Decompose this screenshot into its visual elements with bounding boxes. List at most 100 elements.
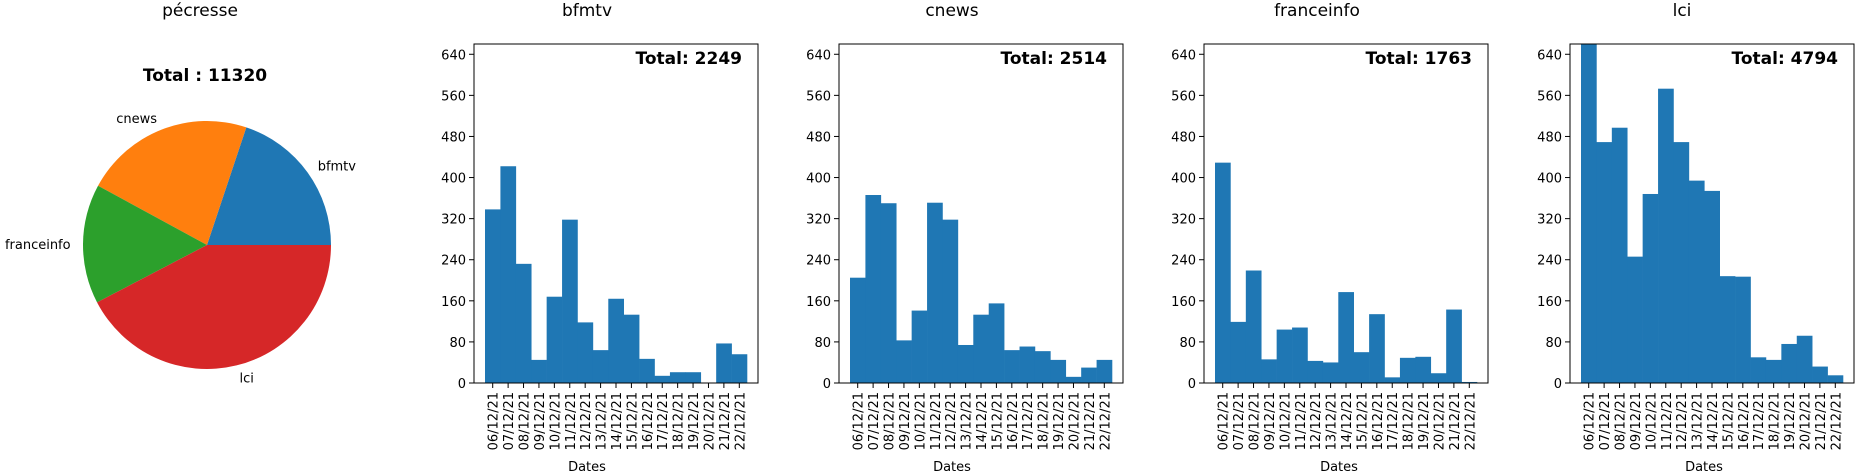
- bar: [1215, 162, 1231, 383]
- bar: [1019, 346, 1036, 383]
- x-tick-label: 07/12/21: [1232, 392, 1247, 450]
- bar: [1827, 375, 1844, 383]
- plot-area: 0 80 160 240 320 400 480 560 640 06/12/21 07/12/21…: [441, 43, 759, 450]
- bar: [577, 322, 594, 383]
- x-tick-label: 12/12/21: [944, 392, 959, 450]
- x-axis-label: Dates: [933, 460, 971, 474]
- bar: [654, 375, 671, 383]
- x-tick-label: 09/12/21: [1263, 392, 1278, 450]
- bar: [1292, 327, 1308, 383]
- bar-chart-lci: lci Total: 4794 Dates 0 80 160 240 320 400 480…: [1537, 1, 1855, 474]
- bar-chart-bfmtv: bfmtv Total: 2249 Dates 0 80 160 240 320 400 4…: [441, 1, 759, 474]
- bar: [1627, 256, 1643, 383]
- bar: [865, 195, 882, 383]
- bar: [1034, 351, 1051, 383]
- bar: [1050, 359, 1067, 383]
- y-tick-label: 560: [1537, 89, 1562, 104]
- bar: [973, 314, 989, 383]
- bar: [1461, 381, 1478, 383]
- x-tick-label: 20/12/21: [703, 392, 718, 450]
- x-tick-label: 13/12/21: [1325, 392, 1340, 450]
- x-tick-label: 14/12/21: [1340, 392, 1355, 450]
- x-tick-label: 14/12/21: [975, 392, 990, 450]
- x-tick-label: 15/12/21: [1721, 392, 1736, 450]
- x-tick-label: 19/12/21: [1052, 392, 1067, 450]
- x-tick-label: 06/12/21: [1583, 392, 1598, 450]
- pie-labels: bfmtv cnews franceinfo lci: [5, 112, 356, 386]
- x-tick-label: 12/12/21: [579, 392, 594, 450]
- x-tick-label: 19/12/21: [1417, 392, 1432, 450]
- x-tick-label: 16/12/21: [1737, 392, 1752, 450]
- x-tick-label: 21/12/21: [1448, 392, 1463, 450]
- pie-slice-label: cnews: [116, 112, 157, 127]
- y-tick-label: 240: [441, 254, 466, 269]
- y-tick-label: 240: [806, 254, 831, 269]
- bar-total-label: Total: 1763: [1366, 49, 1472, 69]
- bar: [1384, 377, 1401, 383]
- x-tick-label: 11/12/21: [929, 392, 944, 450]
- bar: [1430, 373, 1447, 383]
- pie-slices: [82, 120, 331, 369]
- bar-chart-title: franceinfo: [1274, 1, 1360, 21]
- bar: [988, 303, 1005, 383]
- y-tick-label: 240: [1171, 254, 1196, 269]
- x-tick-label: 17/12/21: [1386, 392, 1401, 450]
- y-tick-label: 640: [806, 48, 831, 63]
- bar: [942, 219, 959, 383]
- bar: [592, 350, 609, 383]
- bar: [1399, 357, 1416, 383]
- y-tick-label: 160: [441, 295, 466, 310]
- y-tick-label: 80: [1545, 336, 1562, 351]
- bar: [957, 344, 974, 383]
- bar: [1338, 292, 1354, 383]
- bar: [1781, 343, 1798, 383]
- y-tick-label: 160: [806, 295, 831, 310]
- y-tick-label: 640: [1171, 48, 1196, 63]
- x-tick-label: 15/12/21: [990, 392, 1005, 450]
- y-tick-label: 480: [1171, 131, 1196, 146]
- pie-slice: [82, 185, 207, 303]
- x-tick-label: 14/12/21: [1706, 392, 1721, 450]
- x-tick-label: 18/12/21: [672, 392, 687, 450]
- bar: [850, 277, 866, 383]
- pie-slice-label: lci: [240, 372, 254, 387]
- y-tick-label: 480: [806, 131, 831, 146]
- bar: [1369, 314, 1385, 383]
- bar: [1353, 352, 1370, 383]
- bar: [1750, 357, 1767, 383]
- bar: [1065, 376, 1082, 383]
- x-tick-label: 09/12/21: [533, 392, 548, 450]
- y-tick-label: 560: [806, 89, 831, 104]
- x-axis-label: Dates: [1320, 460, 1358, 474]
- pie-chart: pécresse Total : 11320 bfmtv cnews francei…: [5, 1, 356, 387]
- x-tick-label: 09/12/21: [1629, 392, 1644, 450]
- y-tick-label: 320: [1537, 213, 1562, 228]
- bar-chart-title: cnews: [925, 1, 978, 21]
- x-tick-label: 18/12/21: [1402, 392, 1417, 450]
- x-tick-label: 19/12/21: [687, 392, 702, 450]
- x-tick-label: 10/12/21: [913, 392, 928, 450]
- y-tick-label: 80: [814, 336, 831, 351]
- bar: [1688, 180, 1705, 383]
- x-tick-label: 11/12/21: [1660, 392, 1675, 450]
- y-tick-label: 160: [1171, 295, 1196, 310]
- y-tick-label: 320: [1171, 213, 1196, 228]
- y-tick-label: 320: [806, 213, 831, 228]
- bar: [1446, 309, 1462, 383]
- y-tick-label: 80: [1179, 336, 1196, 351]
- bar: [639, 358, 655, 383]
- y-tick-label: 320: [441, 213, 466, 228]
- bar: [623, 314, 640, 383]
- x-tick-label: 11/12/21: [564, 392, 579, 450]
- x-tick-label: 13/12/21: [595, 392, 610, 450]
- x-tick-label: 08/12/21: [883, 392, 898, 450]
- pie-chart-title: pécresse: [162, 1, 238, 21]
- x-tick-label: 07/12/21: [867, 392, 882, 450]
- bar: [1658, 88, 1674, 383]
- x-tick-label: 08/12/21: [1248, 392, 1263, 450]
- x-tick-label: 22/12/21: [1463, 392, 1478, 450]
- plot-area: 0 80 160 240 320 400 480 560 640 06/12/21 07/12/21…: [1171, 43, 1489, 450]
- y-tick-label: 0: [458, 377, 466, 392]
- pie-total-label: Total : 11320: [143, 66, 267, 86]
